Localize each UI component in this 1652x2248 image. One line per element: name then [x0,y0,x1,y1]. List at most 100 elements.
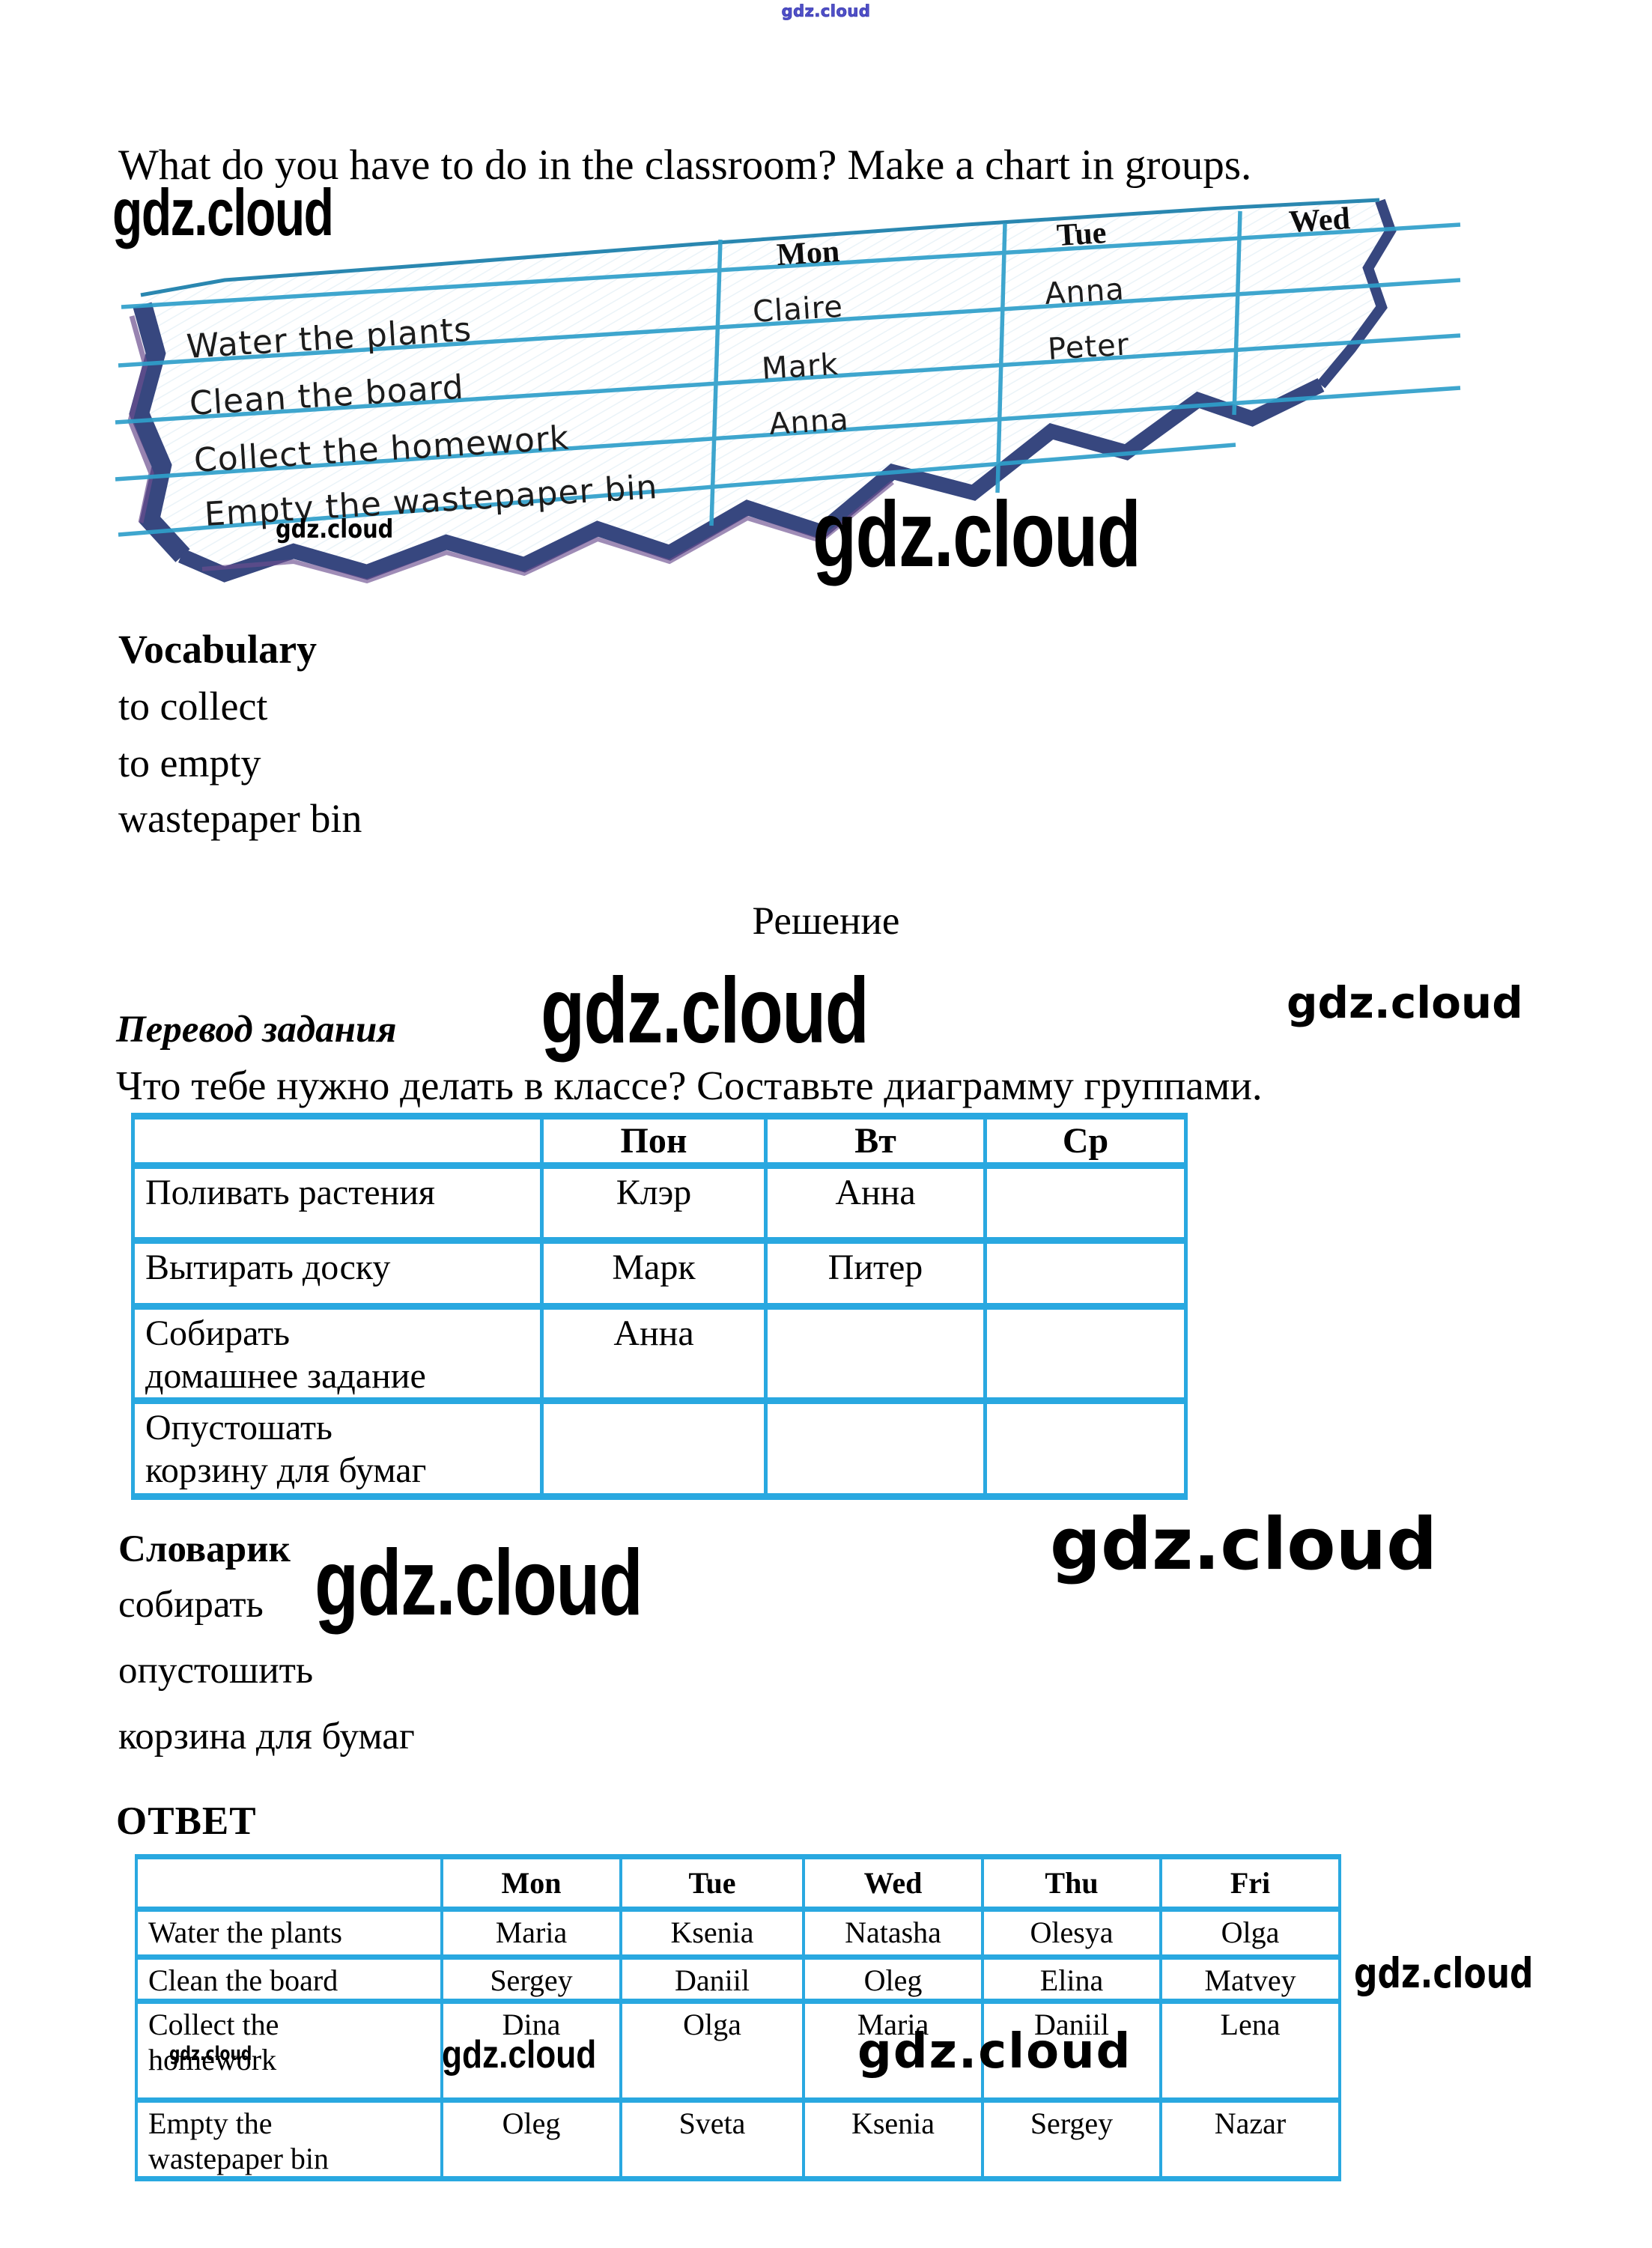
day-cell: Питер [764,1237,987,1310]
torn-edge-left [129,302,190,562]
day-cell: Nazar [1159,2097,1341,2182]
chart-cell-name: Claire [752,290,844,329]
table-header-row: Mon Tue Wed Thu Fri [135,1854,1341,1912]
handdrawn-chart-illustration: Mon Tue Wed Water the plants Clean the b… [115,198,1461,584]
glossary-title: Словарик [118,1528,291,1570]
chart-col-header-tue: Tue [1056,216,1108,253]
table-header-row: Пон Вт Ср [131,1113,1188,1169]
table-row: Empty the wastepaper bin Oleg Sveta Ksen… [135,2097,1341,2182]
day-cell [983,1302,1188,1405]
header-cell-fri: Fri [1159,1854,1341,1912]
watermark-large: gdz.cloud [315,1531,643,1635]
glossary-item: собирать [118,1584,264,1626]
watermark-medium: gdz.cloud [1354,1949,1534,1997]
vocabulary-item: to empty [118,741,261,786]
watermark-small: gdz.cloud [276,514,394,544]
row-label-cell: Вытирать доску [131,1237,544,1310]
day-cell [764,1302,987,1405]
day-cell: Sveta [619,2097,805,2182]
vocabulary-item: to collect [118,684,268,729]
day-cell: Olesya [981,1907,1162,1960]
torn-edge-bottom-accent [201,480,894,584]
watermark-large: gdz.cloud [813,483,1141,586]
day-cell: Dina [440,1999,622,2103]
watermark-medium: gdz.cloud [1287,977,1523,1028]
day-cell [983,1237,1188,1310]
watermark-in-table: gdz.cloud [442,2033,597,2077]
solution-title: Решение [752,899,900,943]
day-cell: Lena [1159,1999,1341,2103]
glossary-item: опустошить [118,1650,314,1692]
day-cell: Ksenia [619,1907,805,1960]
day-cell: Elina [981,1954,1162,2004]
watermark-large: gdz.cloud [112,175,334,249]
watermark-in-table: gdz.cloud [857,2024,1132,2080]
day-cell [983,1162,1188,1244]
chart-col-header-wed: Wed [1288,201,1351,240]
header-cell-mon: Mon [440,1854,622,1912]
watermark-large: gdz.cloud [1050,1504,1438,1586]
header-cell-empty [135,1854,443,1912]
paper-pencil-texture [138,200,1390,575]
day-cell [540,1397,768,1501]
header-cell-tue-ru: Вт [764,1113,987,1169]
chart-cell-name: Anna [1044,273,1126,312]
translation-table: Пон Вт Ср Поливать растения Клэр Анна Вы… [131,1113,1188,1501]
header-cell-mon-ru: Пон [540,1113,768,1169]
row-label-cell: Water the plants [135,1907,443,1960]
day-cell: Анна [540,1302,768,1405]
watermark-large: gdz.cloud [541,959,869,1063]
column-line-tue [995,222,1007,493]
table-row: Опустошать корзину для бумаг [131,1397,1188,1501]
chart-col-header-mon: Mon [776,234,841,273]
answer-table: Mon Tue Wed Thu Fri Water the plants Mar… [135,1854,1341,2182]
day-cell: Клэр [540,1162,768,1244]
day-cell: Natasha [802,1907,984,1960]
task-heading: What do you have to do in the classroom?… [118,142,1252,189]
day-cell: Sergey [440,1954,622,2004]
row-label-cell: Clean the board [135,1954,443,2004]
chart-cell-name: Peter [1047,327,1131,367]
column-line-wed [1232,210,1242,416]
translation-label: Перевод задания [116,1009,397,1051]
vocabulary-title: Vocabulary [118,627,318,672]
header-cell-wed-ru: Ср [983,1113,1188,1169]
day-cell: Ksenia [802,2097,984,2182]
day-cell: Olga [619,1999,805,2103]
day-cell: Анна [764,1162,987,1244]
day-cell: Oleg [440,2097,622,2182]
table-row: Collect the homework Dina Olga Maria Dan… [135,1999,1341,2103]
day-cell: Matvey [1159,1954,1341,2004]
day-cell: Sergey [981,2097,1162,2182]
row-label-cell: Collect the homework [135,1999,443,2103]
day-cell [983,1397,1188,1501]
row-label-cell: Empty the wastepaper bin [135,2097,443,2182]
header-cell-empty [131,1113,544,1169]
table-row: Поливать растения Клэр Анна [131,1162,1188,1244]
chart-cell-name: Anna [768,403,850,442]
row-label-cell: Собирать домашнее задание [131,1302,544,1405]
glossary-item: корзина для бумаг [118,1716,415,1758]
column-line-mon [709,239,723,526]
day-cell: Olga [1159,1907,1341,1960]
torn-edge-bottom [178,378,1325,583]
table-row: Water the plants Maria Ksenia Natasha Ol… [135,1907,1341,1960]
table-row: Вытирать доску Марк Питер [131,1237,1188,1310]
paper-top-edge [140,198,1380,297]
table-row: Clean the board Sergey Daniil Oleg Elina… [135,1954,1341,2004]
day-cell: Maria [802,1999,984,2103]
row-label-cell: Опустошать корзину для бумаг [131,1397,544,1501]
day-cell: Daniil [619,1954,805,2004]
header-cell-thu: Thu [981,1854,1162,1912]
vocabulary-item: wastepaper bin [118,796,362,841]
watermark-top: gdz.cloud [781,2,871,21]
day-cell: Oleg [802,1954,984,2004]
header-cell-tue: Tue [619,1854,805,1912]
chart-cell-name: Mark [761,347,839,386]
translation-text: Что тебе нужно делать в классе? Составьт… [116,1063,1263,1108]
day-cell: Maria [440,1907,622,1960]
answer-title: ОТВЕТ [116,1799,257,1843]
day-cell [764,1397,987,1501]
header-cell-wed: Wed [802,1854,984,1912]
